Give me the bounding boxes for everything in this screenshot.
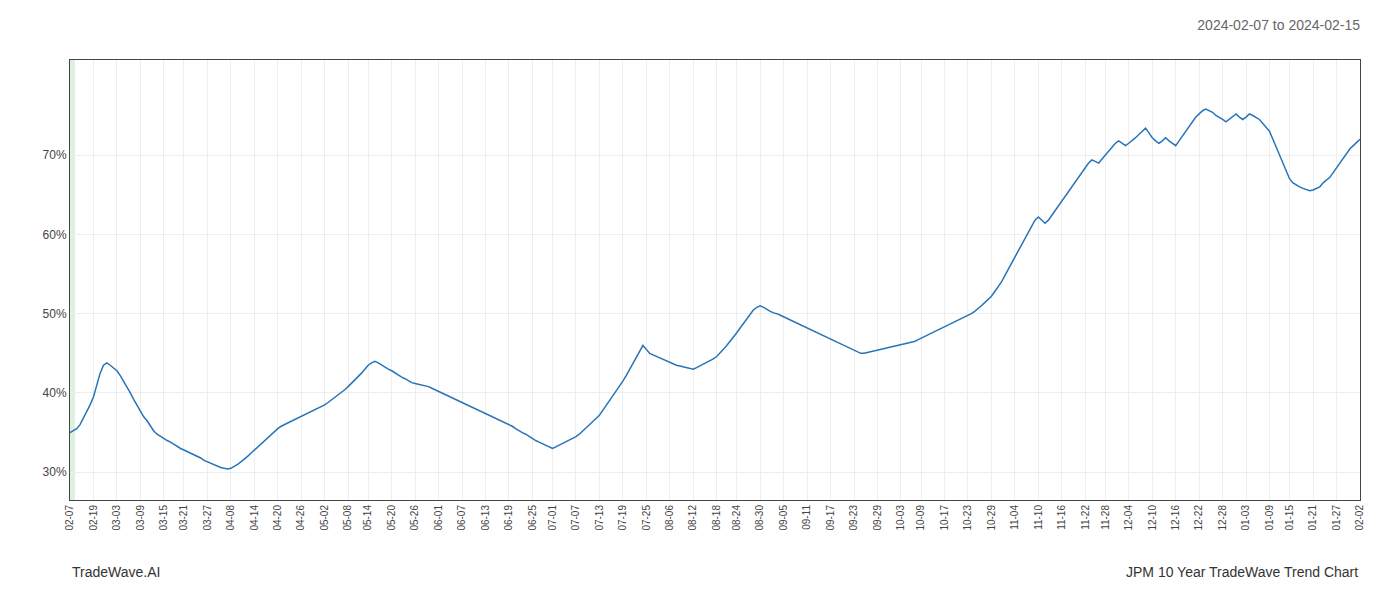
svg-text:TradeWave.AI: TradeWave.AI — [72, 564, 160, 580]
svg-text:03-03: 03-03 — [111, 505, 122, 531]
svg-text:07-13: 07-13 — [594, 505, 605, 531]
svg-text:05-02: 05-02 — [319, 505, 330, 531]
svg-text:08-30: 08-30 — [754, 505, 765, 531]
svg-text:11-10: 11-10 — [1033, 505, 1044, 530]
svg-text:03-15: 03-15 — [158, 505, 169, 531]
svg-text:11-04: 11-04 — [1009, 505, 1020, 530]
svg-text:01-03: 01-03 — [1240, 505, 1251, 531]
svg-text:07-19: 07-19 — [617, 505, 628, 531]
svg-text:12-28: 12-28 — [1217, 505, 1228, 531]
svg-text:04-14: 04-14 — [249, 505, 260, 531]
svg-text:07-01: 07-01 — [547, 505, 558, 531]
svg-text:12-10: 12-10 — [1147, 505, 1158, 531]
svg-text:11-16: 11-16 — [1056, 505, 1067, 530]
svg-text:06-25: 06-25 — [527, 505, 538, 531]
svg-text:60%: 60% — [43, 228, 67, 242]
svg-text:08-24: 08-24 — [731, 505, 742, 531]
svg-text:03-09: 03-09 — [135, 505, 146, 531]
svg-text:08-12: 08-12 — [687, 505, 698, 531]
svg-text:10-23: 10-23 — [962, 505, 973, 531]
svg-text:02-19: 02-19 — [88, 505, 99, 531]
svg-text:08-06: 08-06 — [664, 505, 675, 531]
svg-text:09-17: 09-17 — [825, 505, 836, 531]
svg-text:02-07: 02-07 — [64, 505, 75, 531]
svg-text:03-21: 03-21 — [178, 505, 189, 531]
svg-text:04-08: 04-08 — [225, 505, 236, 531]
svg-text:04-20: 04-20 — [272, 505, 283, 531]
svg-text:01-15: 01-15 — [1284, 505, 1295, 531]
svg-text:01-21: 01-21 — [1307, 505, 1318, 531]
svg-text:01-09: 01-09 — [1264, 505, 1275, 531]
svg-text:07-25: 07-25 — [641, 505, 652, 531]
svg-text:10-09: 10-09 — [915, 505, 926, 531]
svg-text:05-20: 05-20 — [386, 505, 397, 531]
svg-text:10-03: 10-03 — [895, 505, 906, 531]
svg-text:09-29: 09-29 — [872, 505, 883, 531]
svg-text:01-27: 01-27 — [1331, 505, 1342, 531]
svg-text:05-26: 05-26 — [409, 505, 420, 531]
svg-text:06-07: 06-07 — [456, 505, 467, 531]
svg-text:06-19: 06-19 — [503, 505, 514, 531]
svg-text:04-26: 04-26 — [295, 505, 306, 531]
svg-text:06-13: 06-13 — [480, 505, 491, 531]
svg-text:07-07: 07-07 — [570, 505, 581, 531]
svg-text:08-18: 08-18 — [711, 505, 722, 531]
svg-text:30%: 30% — [43, 465, 67, 479]
svg-text:05-08: 05-08 — [342, 505, 353, 531]
svg-text:05-14: 05-14 — [362, 505, 373, 531]
svg-text:40%: 40% — [43, 386, 67, 400]
svg-text:50%: 50% — [43, 307, 67, 321]
svg-text:02-02: 02-02 — [1354, 505, 1365, 531]
svg-text:10-29: 10-29 — [986, 505, 997, 531]
svg-text:11-22: 11-22 — [1080, 505, 1091, 530]
svg-text:06-01: 06-01 — [433, 505, 444, 531]
svg-text:12-04: 12-04 — [1123, 505, 1134, 531]
svg-text:12-22: 12-22 — [1193, 505, 1204, 531]
svg-text:70%: 70% — [43, 148, 67, 162]
svg-text:03-27: 03-27 — [202, 505, 213, 531]
svg-text:12-16: 12-16 — [1170, 505, 1181, 531]
svg-text:JPM 10 Year TradeWave Trend Ch: JPM 10 Year TradeWave Trend Chart — [1126, 564, 1358, 580]
svg-text:09-05: 09-05 — [778, 505, 789, 531]
svg-text:09-23: 09-23 — [848, 505, 859, 531]
svg-text:2024-02-07 to 2024-02-15: 2024-02-07 to 2024-02-15 — [1197, 17, 1360, 33]
svg-text:09-11: 09-11 — [801, 505, 812, 530]
svg-text:11-28: 11-28 — [1100, 505, 1111, 530]
svg-text:10-17: 10-17 — [939, 505, 950, 531]
